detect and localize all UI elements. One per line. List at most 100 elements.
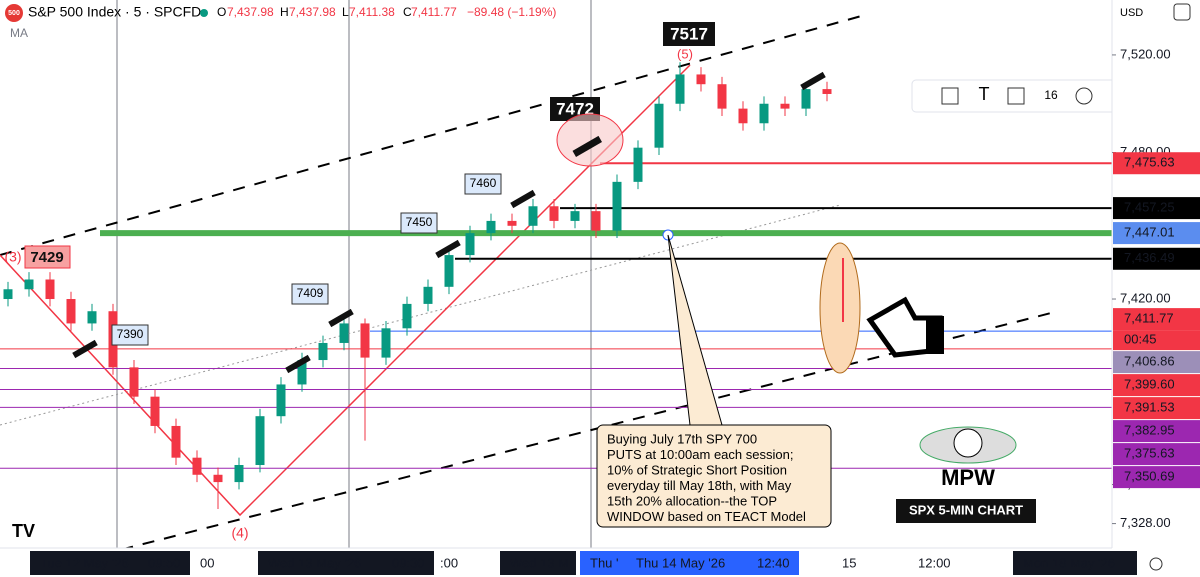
- candle-body: [507, 220, 517, 226]
- x-label-box: [626, 551, 750, 575]
- wave-label: (3): [4, 249, 21, 265]
- wave-line: [0, 64, 691, 517]
- x-tick-label: Thu 14 May '26: [636, 555, 725, 570]
- note: 7409: [297, 286, 324, 300]
- price-label-box: [1113, 397, 1200, 420]
- settings[interactable]: [1173, 3, 1191, 21]
- countdown-box: [1113, 330, 1200, 351]
- candle-body: [633, 147, 643, 182]
- wave-label: (4): [231, 525, 248, 541]
- indicator: MA: [10, 26, 28, 40]
- change: −89.48 (−1.19%): [467, 5, 556, 19]
- h-label: H: [280, 5, 289, 19]
- candle-body: [3, 289, 13, 300]
- candle-body: [591, 211, 601, 231]
- candle-body: [444, 255, 454, 287]
- price-label-box: [1113, 374, 1200, 397]
- price-label-box: [1113, 351, 1200, 374]
- price-label-box: [1113, 247, 1200, 270]
- y-tick-label: 7,520.00: [1120, 46, 1171, 61]
- candle-body: [129, 367, 139, 397]
- font-size[interactable]: 16: [1044, 88, 1058, 102]
- callout-line: 10% of Strategic Short Position: [607, 462, 787, 477]
- gavels: [72, 71, 826, 374]
- candle-body: [402, 303, 412, 329]
- note: 7390: [117, 327, 144, 341]
- candle-body: [675, 74, 685, 104]
- callout-line: PUTS at 10:00am each session;: [607, 447, 793, 462]
- x-label-box: [500, 551, 576, 575]
- highlight: [556, 113, 624, 167]
- candle-body: [570, 211, 580, 221]
- callout-line: WINDOW based on TEACT Model: [607, 509, 806, 524]
- price-label-box: [1113, 152, 1200, 175]
- candle-body: [717, 84, 727, 109]
- candle-body: [654, 103, 664, 148]
- x-label-box: [382, 551, 434, 575]
- tool[interactable]: T: [979, 84, 990, 104]
- callout-line: everyday till May 18th, with May: [607, 478, 792, 493]
- x-label-box: [747, 551, 799, 575]
- price-label-box: [1113, 222, 1200, 245]
- price-label-box: [1113, 420, 1200, 443]
- focus: [819, 242, 861, 374]
- price-label-box: [1113, 197, 1200, 220]
- separators: [116, 0, 592, 548]
- c-label: C: [403, 5, 412, 19]
- note: 7460: [470, 176, 497, 190]
- candle-body: [213, 474, 223, 483]
- price-label: 7,436.49: [1124, 250, 1175, 265]
- x-label-box: [30, 551, 154, 575]
- tool[interactable]: [1007, 87, 1025, 105]
- tool[interactable]: [941, 87, 959, 105]
- open: 7,437.98: [227, 5, 274, 19]
- countdown: 00:45: [1124, 332, 1157, 347]
- candle-body: [339, 323, 349, 343]
- x-label-box: [258, 551, 382, 575]
- candle-body: [255, 416, 265, 466]
- y-tick-label: 7,420.00: [1120, 290, 1171, 305]
- price-label: 7,399.60: [1124, 377, 1175, 392]
- tool[interactable]: [1075, 87, 1093, 105]
- x-tick-label: 00: [200, 555, 214, 570]
- candle-body: [612, 181, 622, 231]
- annotations: 7517 (5) 7472 (3) 7429 (4) 7390 7409 745…: [4, 22, 1036, 541]
- price-label: 7,475.63: [1124, 155, 1175, 170]
- candle-body: [360, 323, 370, 358]
- x-tick-label: Thu ': [590, 555, 619, 570]
- symbol: S&P 500 Index · 5 · SPCFD: [28, 4, 201, 20]
- x-tick-label: Tue 12 May '26: [40, 555, 129, 570]
- candle-body: [45, 279, 55, 300]
- x-label-box: [138, 551, 190, 575]
- high2-label: 7472: [556, 99, 594, 118]
- settings[interactable]: [1149, 557, 1163, 571]
- callout-box: [596, 424, 832, 528]
- candle-body: [24, 279, 34, 290]
- candle-body: [297, 360, 307, 385]
- candle-body: [192, 457, 202, 475]
- start-label: 7429: [30, 249, 63, 266]
- callout-line: Buying July 17th SPY 700: [607, 431, 757, 446]
- x-tick-label: Mon 18 May '26: [1023, 555, 1115, 570]
- note: 7450: [406, 215, 433, 229]
- x-tick-label: :00: [440, 555, 458, 570]
- price-label-box: [1113, 308, 1200, 331]
- price-label-box: [1113, 443, 1200, 466]
- candle-body: [381, 328, 391, 358]
- candle-body: [696, 74, 706, 85]
- candle-body: [276, 384, 286, 417]
- currency: USD: [1120, 7, 1143, 19]
- candle-body: [66, 299, 76, 324]
- candle-body: [87, 311, 97, 324]
- price-label: 7,457.25: [1124, 200, 1175, 215]
- peak-label: 7517: [670, 24, 708, 43]
- brand: MPW: [941, 465, 995, 490]
- x-tick-label: 15: [842, 555, 856, 570]
- candle-body: [549, 206, 559, 221]
- close: 7,411.77: [411, 5, 457, 19]
- price-label: 7,447.01: [1124, 225, 1175, 240]
- x-tick-label: 09:50: [148, 555, 181, 570]
- wave-label: (5): [677, 46, 693, 61]
- logo: 500: [8, 10, 20, 17]
- axis-labels: 7,520.007,480.007,420.007,344.007,328.00…: [30, 46, 1200, 575]
